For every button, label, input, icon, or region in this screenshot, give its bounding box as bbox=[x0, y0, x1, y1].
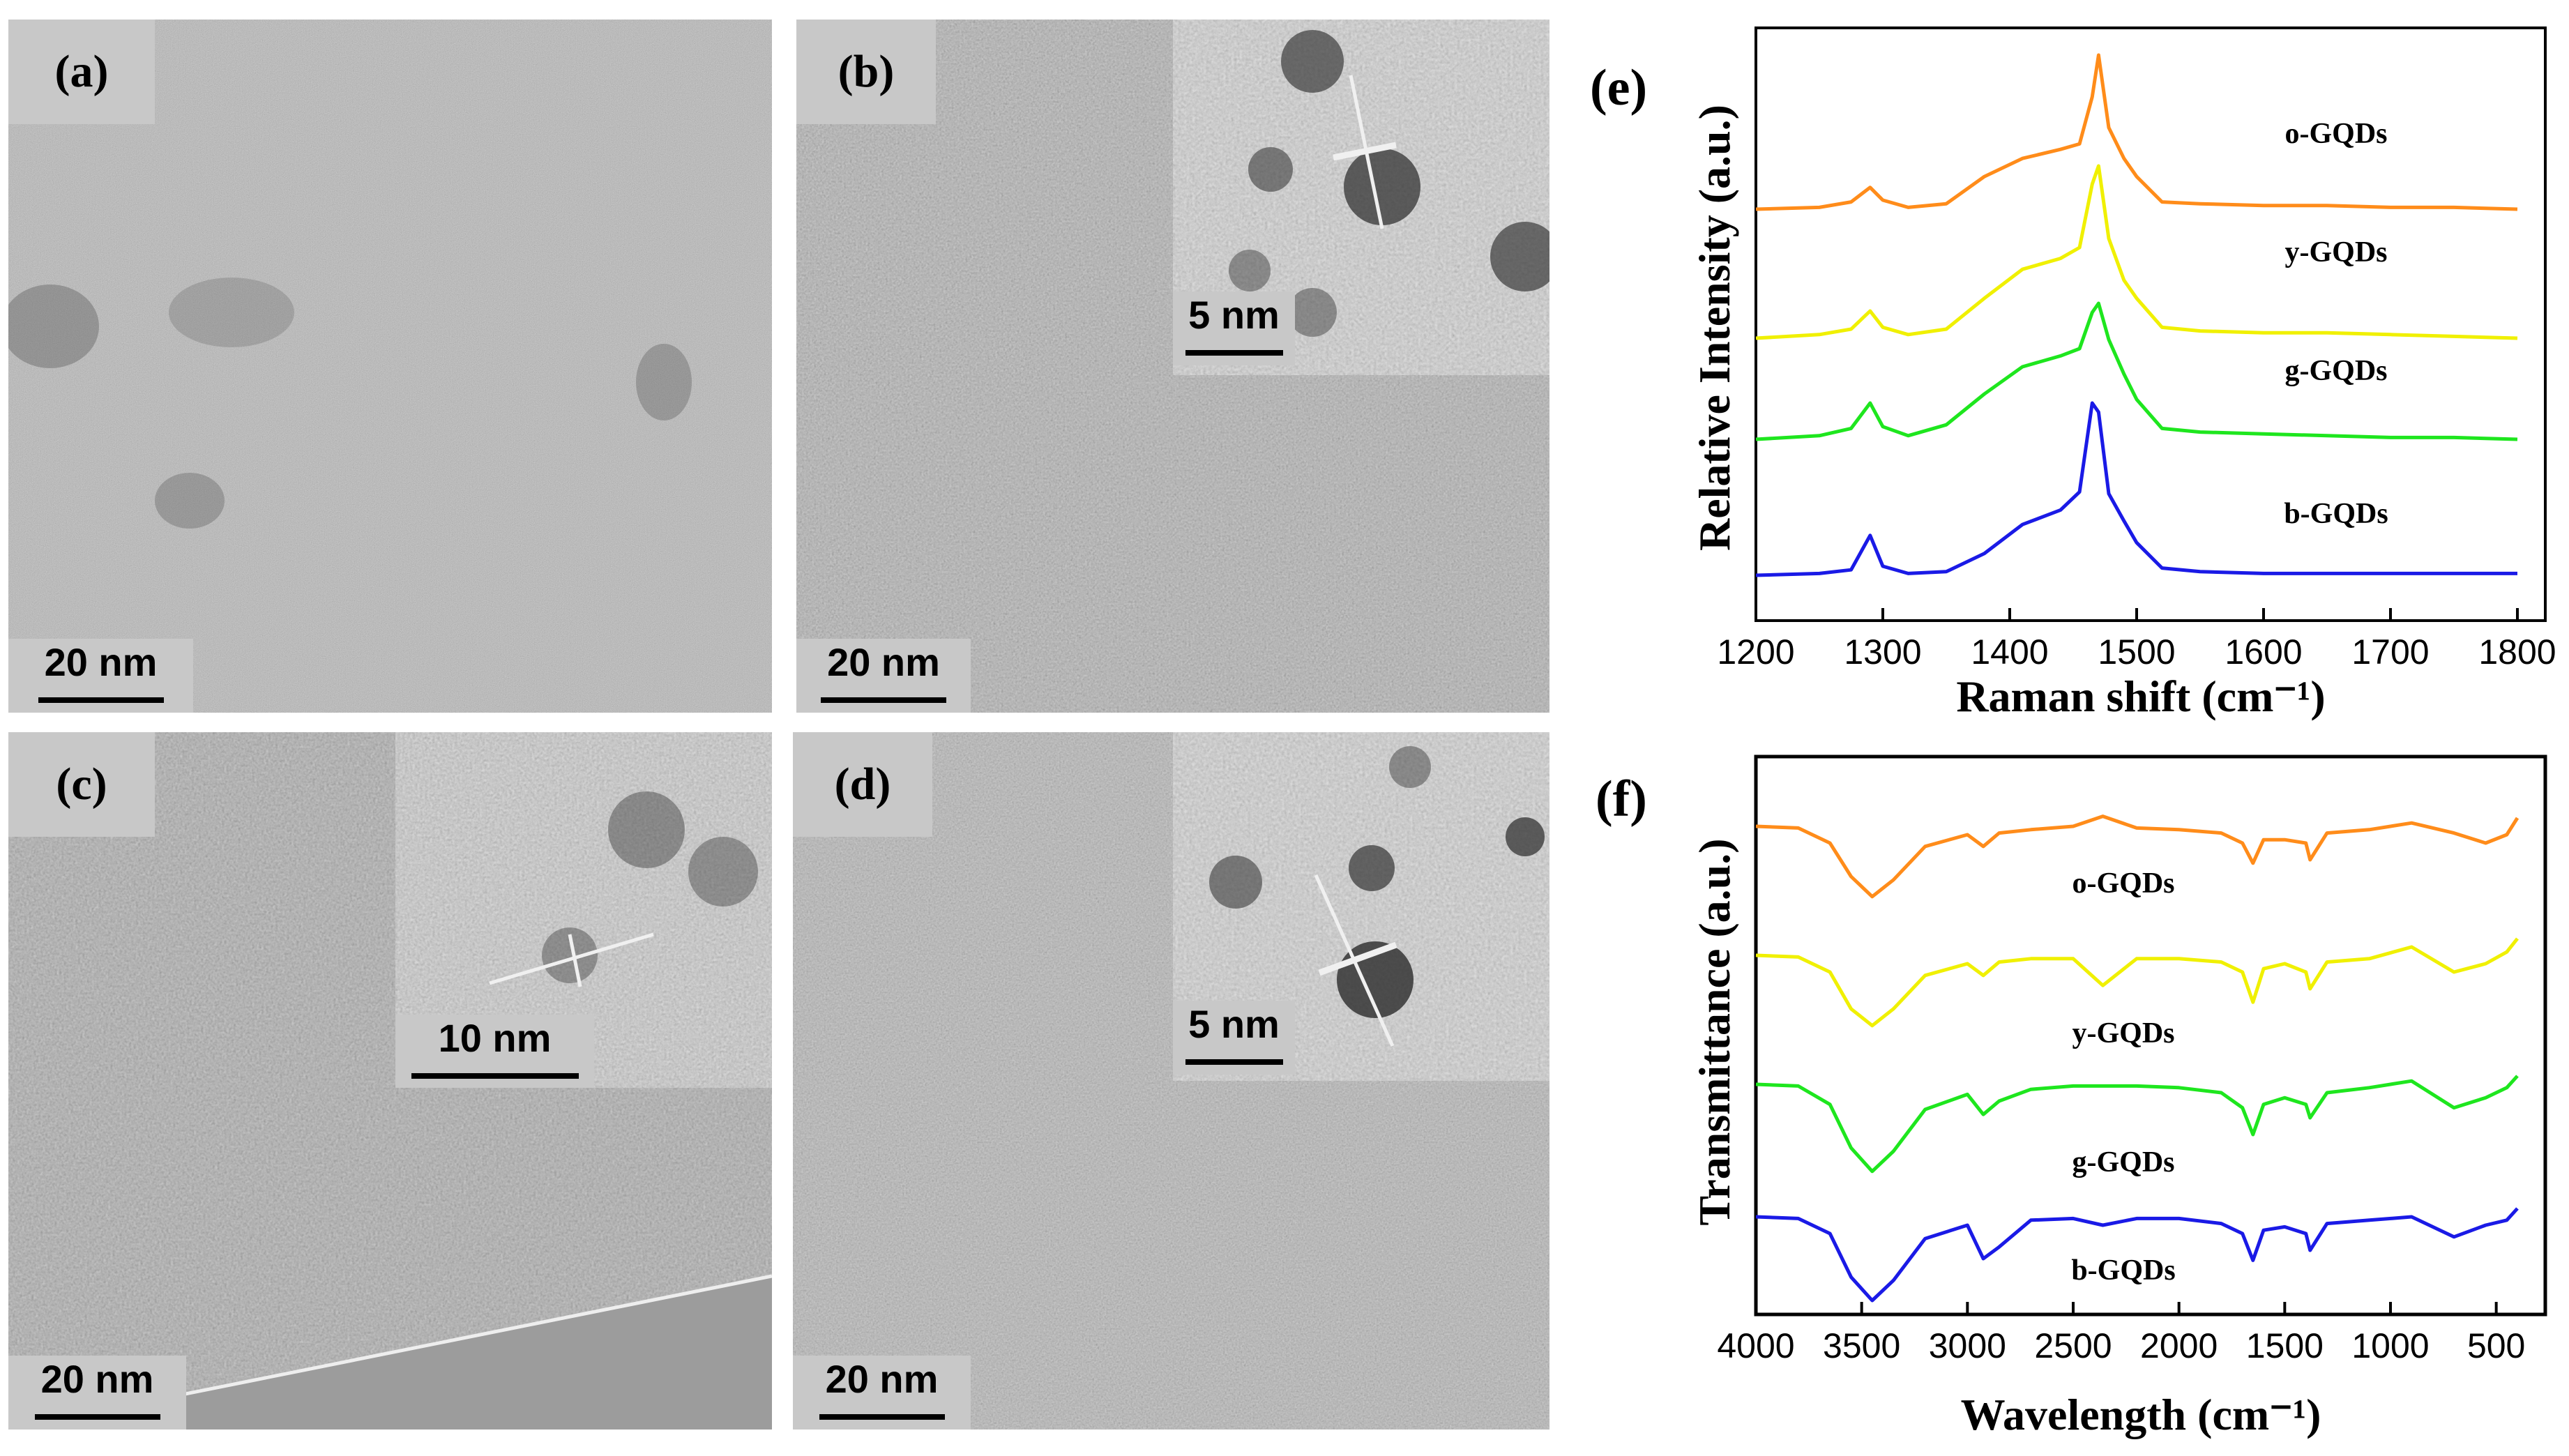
tem-panel-a: (a) 20 nm bbox=[8, 20, 772, 713]
raman-y-axis-label: Relative Intensity (a.u.) bbox=[1690, 105, 1739, 551]
inset-scale-bar-d: 5 nm bbox=[1173, 1001, 1295, 1075]
ftir-x-tick-label-3000: 3000 bbox=[1929, 1326, 2006, 1365]
panel-label-a: (a) bbox=[8, 20, 155, 124]
ftir-series-y-GQDs bbox=[1755, 937, 2519, 1028]
ftir-x-tick-label-3500: 3500 bbox=[1823, 1326, 1900, 1365]
raman-x-tick-label-1300: 1300 bbox=[1844, 632, 1921, 672]
raman-x-tick-label-1500: 1500 bbox=[2098, 632, 2175, 672]
raman-series-label-g-GQDs: g-GQDs bbox=[2285, 355, 2388, 387]
spectra-charts: (e) 1200 1300 1400 1500 1600 1700 1800 o-GQDs y… bbox=[1590, 26, 2556, 1439]
ftir-series-label-o-GQDs: o-GQDs bbox=[2072, 867, 2175, 900]
inset-hrtem-d: 5 nm bbox=[1173, 732, 1549, 1081]
ftir-x-tick-label-500: 500 bbox=[2467, 1326, 2525, 1365]
scale-bar-label-b: 20 nm bbox=[827, 640, 940, 684]
raman-series-g-GQDs bbox=[1755, 301, 2518, 441]
scale-bar-d: 20 nm bbox=[793, 1356, 971, 1430]
inset-scale-bar-line-c bbox=[411, 1073, 579, 1079]
ftir-panel-label: (f) bbox=[1596, 771, 1647, 828]
ftir-x-axis-label: Wavelength (cm⁻¹) bbox=[1961, 1390, 2321, 1439]
raman-plot-frame bbox=[1755, 26, 2547, 622]
ftir-series-labels: o-GQDs y-GQDs g-GQDs b-GQDs bbox=[2071, 867, 2175, 1287]
ftir-x-tick-label-1000: 1000 bbox=[2351, 1326, 2429, 1365]
scale-bar-line-c bbox=[34, 1414, 160, 1420]
scale-bar-label-d: 20 nm bbox=[825, 1357, 939, 1401]
raman-x-ticks: 1200 1300 1400 1500 1600 1700 1800 bbox=[1717, 608, 2556, 672]
inset-texture-b bbox=[1173, 20, 1549, 375]
ftir-plot-frame bbox=[1754, 754, 2547, 1317]
scale-bar-b: 20 nm bbox=[796, 639, 971, 713]
scale-bar-line-a bbox=[38, 697, 164, 703]
raman-series-y-GQDs bbox=[1755, 164, 2518, 340]
inset-scale-bar-b: 5 nm bbox=[1173, 291, 1295, 365]
ftir-series-b-GQDs bbox=[1755, 1207, 2519, 1303]
raman-series-label-y-GQDs: y-GQDs bbox=[2285, 236, 2388, 268]
raman-x-tick-label-1200: 1200 bbox=[1717, 632, 1794, 672]
panel-label-c: (c) bbox=[8, 732, 155, 837]
ftir-series-o-GQDs bbox=[1755, 814, 2519, 899]
ftir-x-tick-label-2000: 2000 bbox=[2140, 1326, 2218, 1365]
inset-hrtem-c: 10 nm bbox=[395, 732, 772, 1088]
scale-bar-line-b bbox=[821, 697, 946, 703]
raman-series bbox=[1755, 53, 2518, 577]
ftir-series-label-b-GQDs: b-GQDs bbox=[2071, 1254, 2175, 1287]
scale-bar-a: 20 nm bbox=[8, 639, 193, 713]
inset-scale-bar-label-c: 10 nm bbox=[438, 1016, 552, 1060]
scale-bar-line-d bbox=[819, 1414, 945, 1420]
raman-x-tick-label-1700: 1700 bbox=[2351, 632, 2429, 672]
scale-bar-label-c: 20 nm bbox=[40, 1357, 154, 1401]
raman-series-label-o-GQDs: o-GQDs bbox=[2285, 118, 2388, 150]
ftir-x-ticks: 4000 3500 3000 2500 2000 1500 1000 500 bbox=[1717, 1302, 2525, 1365]
tem-texture-a bbox=[8, 20, 772, 713]
ftir-chart: (f) 4000 3500 3000 2500 2000 1500 1000 500 o-GQ… bbox=[1596, 754, 2547, 1439]
raman-x-axis-label: Raman shift (cm⁻¹) bbox=[1956, 672, 2325, 721]
ftir-series-label-g-GQDs: g-GQDs bbox=[2072, 1146, 2175, 1178]
ftir-y-axis-label: Transmittance (a.u.) bbox=[1690, 838, 1739, 1225]
ftir-series bbox=[1755, 814, 2519, 1303]
inset-scale-bar-c: 10 nm bbox=[395, 1015, 594, 1088]
tem-panel-c: 10 nm (c) 20 nm bbox=[8, 732, 772, 1430]
ftir-x-tick-label-2500: 2500 bbox=[2034, 1326, 2112, 1365]
raman-panel-label: (e) bbox=[1590, 59, 1647, 116]
raman-x-tick-label-1800: 1800 bbox=[2478, 632, 2556, 672]
ftir-series-label-y-GQDs: y-GQDs bbox=[2072, 1017, 2175, 1049]
scale-bar-c: 20 nm bbox=[8, 1356, 186, 1430]
raman-x-tick-label-1600: 1600 bbox=[2225, 632, 2302, 672]
raman-series-o-GQDs bbox=[1755, 53, 2518, 211]
panel-label-b: (b) bbox=[796, 20, 936, 124]
inset-scale-bar-label-b: 5 nm bbox=[1188, 293, 1280, 337]
raman-series-b-GQDs bbox=[1755, 401, 2517, 577]
inset-scale-bar-line-b bbox=[1185, 350, 1283, 356]
tem-panel-d: 5 nm (d) 20 nm bbox=[793, 732, 1549, 1430]
ftir-series-g-GQDs bbox=[1755, 1075, 2519, 1174]
ftir-x-tick-label-1500: 1500 bbox=[2246, 1326, 2324, 1365]
scale-bar-label-a: 20 nm bbox=[44, 640, 158, 684]
raman-series-label-b-GQDs: b-GQDs bbox=[2284, 498, 2388, 530]
inset-hrtem-b: 5 nm bbox=[1173, 20, 1549, 375]
raman-chart: (e) 1200 1300 1400 1500 1600 1700 1800 o-GQDs y… bbox=[1590, 26, 2556, 721]
raman-x-tick-label-1400: 1400 bbox=[1971, 632, 2048, 672]
ftir-x-tick-label-4000: 4000 bbox=[1717, 1326, 1794, 1365]
tem-panel-b: 5 nm (b) 20 nm bbox=[796, 20, 1549, 713]
inset-scale-bar-line-d bbox=[1185, 1059, 1283, 1065]
raman-series-labels: o-GQDs y-GQDs g-GQDs b-GQDs bbox=[2284, 118, 2388, 530]
panel-label-d: (d) bbox=[793, 732, 932, 837]
inset-scale-bar-label-d: 5 nm bbox=[1188, 1002, 1280, 1046]
